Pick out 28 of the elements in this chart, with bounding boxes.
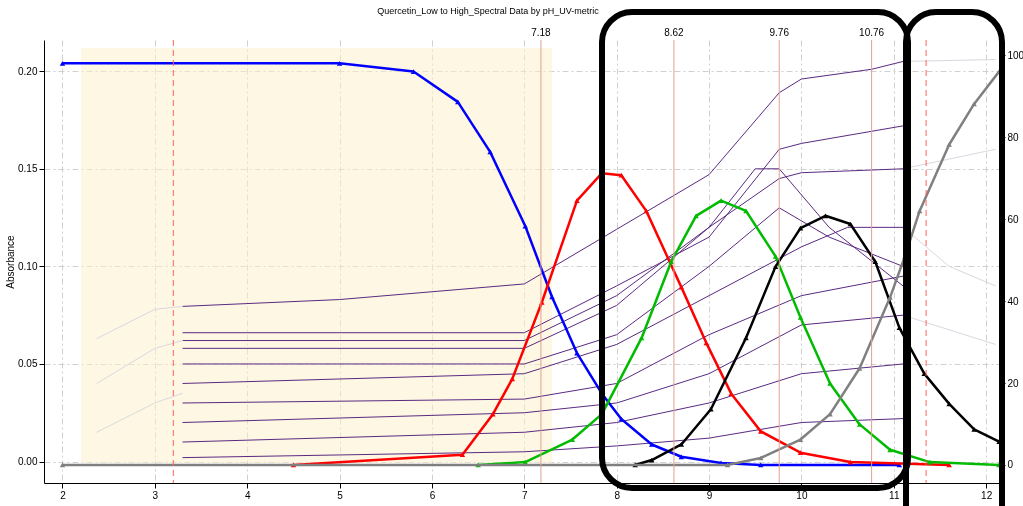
y2-tick-label: 20: [1007, 377, 1020, 389]
y2-tick-label: 60: [1007, 213, 1020, 225]
x-tick-label: 7: [522, 489, 529, 501]
ref-line-label: 8.62: [664, 27, 685, 38]
y-tick-label: 0.15: [18, 163, 38, 175]
y2-tick-label: 80: [1007, 131, 1020, 143]
y2-tick-label: 40: [1007, 295, 1020, 307]
ref-line-label: 9.76: [769, 27, 790, 38]
x-tick-label: 3: [152, 489, 159, 501]
x-tick-label: 8: [614, 489, 621, 501]
x-tick-label: 11: [889, 489, 900, 501]
y2-tick-label: 100: [1007, 49, 1023, 61]
ref-line-label: 7.18: [531, 27, 552, 38]
y-tick-label: 0.05: [18, 358, 38, 370]
x-tick-label: 9: [706, 489, 713, 501]
x-tick-label: 10: [796, 489, 808, 501]
ref-line-label: 10.76: [859, 27, 885, 38]
x-tick-label: 5: [337, 489, 344, 501]
y-tick-label: 0.00: [18, 456, 38, 468]
y-axis-title: Absorbance: [5, 234, 17, 289]
x-tick-label: 2: [60, 489, 67, 501]
y2-tick-label: 0: [1007, 459, 1014, 471]
chart-title: Quercetin_Low to High_Spectral Data by pH_UV-metric: [377, 6, 600, 16]
y-tick-label: 0.20: [18, 65, 38, 77]
x-tick-label: 4: [244, 489, 251, 501]
x-tick-label: 12: [981, 489, 993, 501]
y-tick-label: 0.10: [18, 260, 38, 272]
x-tick-label: 6: [429, 489, 436, 501]
